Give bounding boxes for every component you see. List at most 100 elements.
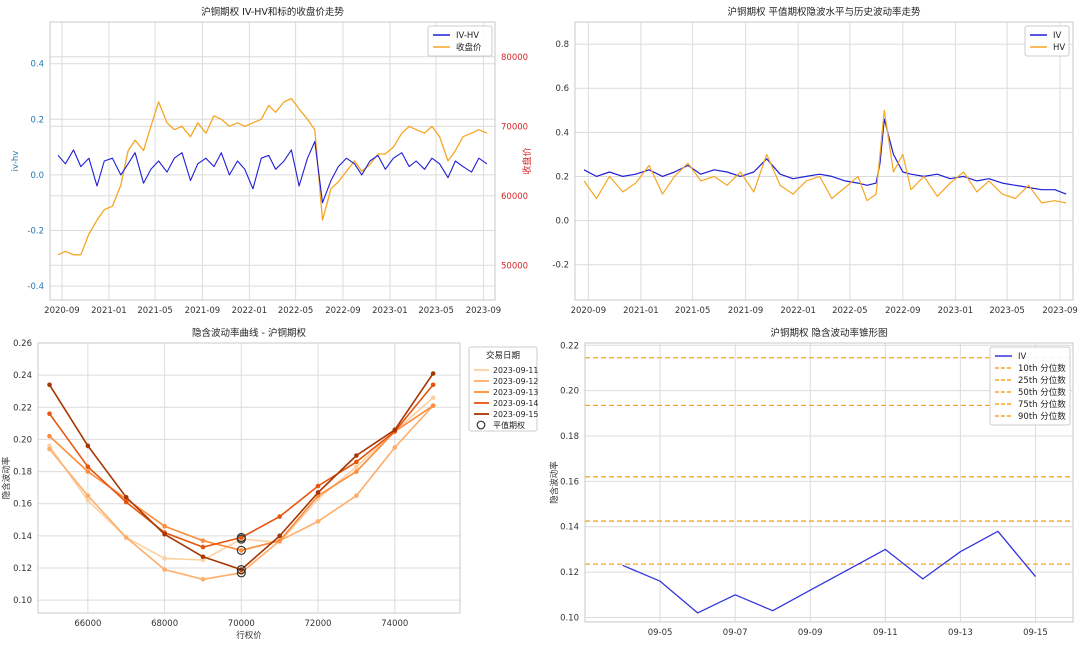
chart3-y-tick-label: 0.10 <box>13 596 32 606</box>
chart3-point <box>85 464 91 470</box>
chart3-point <box>85 493 91 498</box>
chart3-point <box>47 382 52 388</box>
chart3-atm-marker <box>236 565 246 575</box>
chart3-point <box>277 538 282 543</box>
chart3-x-tick-label: 66000 <box>74 619 101 629</box>
chart2-y-tick-label: 0.4 <box>555 128 569 138</box>
chart1-x-tick-label: 2021-01 <box>91 306 127 316</box>
chart1-x-tick-label: 2021-05 <box>137 306 173 316</box>
chart4-series-iv <box>622 530 1037 614</box>
chart2-y-tick-label: -0.2 <box>552 261 569 271</box>
chart4-x-tick-label: 09-11 <box>873 628 898 638</box>
chart3-point <box>123 494 129 500</box>
chart1-y-tick-label: 0.4 <box>30 60 44 70</box>
chart4-plot-frame <box>584 342 1074 623</box>
chart1-y2-tick-label: 80000 <box>501 53 528 63</box>
chart1-y2-tick-label: 50000 <box>501 261 528 271</box>
chart3-y-tick-label: 0.26 <box>13 339 32 349</box>
chart3-x-tick-label: 70000 <box>228 619 255 629</box>
chart3-point <box>277 514 282 519</box>
chart1-legend-label: 收盘价 <box>456 42 482 53</box>
chart2-legend-box <box>1024 25 1070 57</box>
chart1-y-tick-label: -0.2 <box>27 227 44 237</box>
chart1-legend-box <box>427 25 493 57</box>
chart3-x-tick-label: 72000 <box>305 619 332 629</box>
chart4-x-tick-label: 09-05 <box>648 628 673 638</box>
chart3-ylabel: 隐含波动率 <box>1 456 12 499</box>
chart2-x-tick-label: 2022-09 <box>885 306 921 316</box>
chart2-x-tick-label: 2023-09 <box>1042 306 1078 316</box>
chart-iv-hv-levels: 2020-09 2021-01 2021-05 2021-09 2022-01 2022-… <box>552 6 1077 316</box>
chart3-point <box>123 499 129 505</box>
chart3-y-tick-label: 0.24 <box>13 371 32 381</box>
chart3-point <box>430 403 436 408</box>
chart3-legend-atm-swatch <box>476 420 486 430</box>
chart3-point <box>200 538 206 543</box>
chart3-title: 隐含波动率曲线 - 沪铜期权 <box>192 327 306 339</box>
chart-vol-smile: 66000 68000 70000 72000 74000 0.10 0.12 0.14 0.1… <box>1 327 538 641</box>
chart3-point <box>239 535 244 540</box>
chart3-atm-marker <box>236 532 246 543</box>
chart3-point <box>162 567 167 572</box>
chart3-atm-marker <box>236 545 246 555</box>
chart3-point <box>392 445 398 450</box>
chart3-point <box>239 548 244 553</box>
chart-iv-hv-close: 2020-09 2021-01 2021-05 2021-09 2022-01 2022-… <box>11 6 533 316</box>
chart3-point <box>277 533 282 539</box>
chart2-x-tick-label: 2022-05 <box>832 306 868 316</box>
chart4-legend-label: IV <box>1018 352 1027 362</box>
chart2-legend-label: IV <box>1053 31 1062 41</box>
chart1-y-tick-label: 0.0 <box>30 171 44 181</box>
chart2-series-hv <box>583 109 1067 204</box>
chart2-y-tick-label: 0.2 <box>555 172 569 182</box>
chart3-point <box>430 395 436 400</box>
chart1-y2-tick-label: 60000 <box>501 192 528 202</box>
chart3-point <box>200 554 206 560</box>
chart3-legend-label: 2023-09-12 <box>493 377 538 386</box>
chart1-y-tick-label: -0.4 <box>27 282 44 292</box>
chart3-y-tick-label: 0.12 <box>13 564 32 574</box>
chart2-x-tick-label: 2020-09 <box>571 306 607 316</box>
chart3-legend-label: 2023-09-11 <box>493 366 538 375</box>
chart1-series-close <box>57 97 488 256</box>
chart3-plot-frame <box>37 342 461 614</box>
chart3-point <box>354 459 359 465</box>
chart4-title: 沪铜期权 隐含波动率锥形图 <box>770 327 887 339</box>
chart1-x-tick-label: 2021-09 <box>185 306 221 316</box>
chart1-series-iv-hv <box>57 140 488 204</box>
chart3-point <box>200 576 206 582</box>
chart3-y-tick-label: 0.18 <box>13 468 32 478</box>
chart2-x-tick-label: 2021-09 <box>728 306 764 316</box>
chart3-legend-label: 2023-09-13 <box>493 388 538 397</box>
chart1-y2-tick-label: 70000 <box>501 122 528 132</box>
chart4-legend-label: 25th 分位数 <box>1018 375 1066 386</box>
chart1-y2label: 收盘价 <box>521 147 533 174</box>
chart3-legend-label: 2023-09-15 <box>493 410 538 419</box>
chart3-atm-marker <box>236 568 246 578</box>
chart1-legend-label: IV-HV <box>456 31 479 41</box>
chart4-ylabel: 隐含波动率 <box>549 461 560 504</box>
chart3-point <box>47 411 52 417</box>
chart4-x-tick-label: 09-07 <box>723 628 748 638</box>
chart3-point <box>354 493 359 498</box>
chart1-plot-frame <box>49 21 496 301</box>
chart4-y-tick-label: 0.18 <box>560 432 579 442</box>
chart3-y-tick-label: 0.20 <box>13 435 32 445</box>
chart3-point <box>430 382 436 388</box>
chart3-point <box>430 371 436 376</box>
chart4-y-tick-label: 0.12 <box>560 568 579 578</box>
chart2-plot-frame <box>574 21 1074 301</box>
chart3-xlabel: 行权价 <box>236 630 262 641</box>
chart3-legend-label: 2023-09-14 <box>493 399 538 408</box>
chart2-title: 沪铜期权 平值期权隐波水平与历史波动率走势 <box>727 6 921 18</box>
chart3-point <box>47 443 52 449</box>
chart3-legend-atm-label: 平值期权 <box>493 420 525 430</box>
chart3-legend-box <box>468 346 538 432</box>
chart1-title: 沪铜期权 IV-HV和标的收盘价走势 <box>201 6 344 18</box>
chart4-y-tick-label: 0.22 <box>560 341 579 351</box>
chart3-point <box>315 490 321 495</box>
chart4-x-tick-label: 09-09 <box>798 628 823 638</box>
chart1-x-tick-label: 2020-09 <box>44 306 80 316</box>
chart4-y-tick-label: 0.14 <box>560 523 579 533</box>
